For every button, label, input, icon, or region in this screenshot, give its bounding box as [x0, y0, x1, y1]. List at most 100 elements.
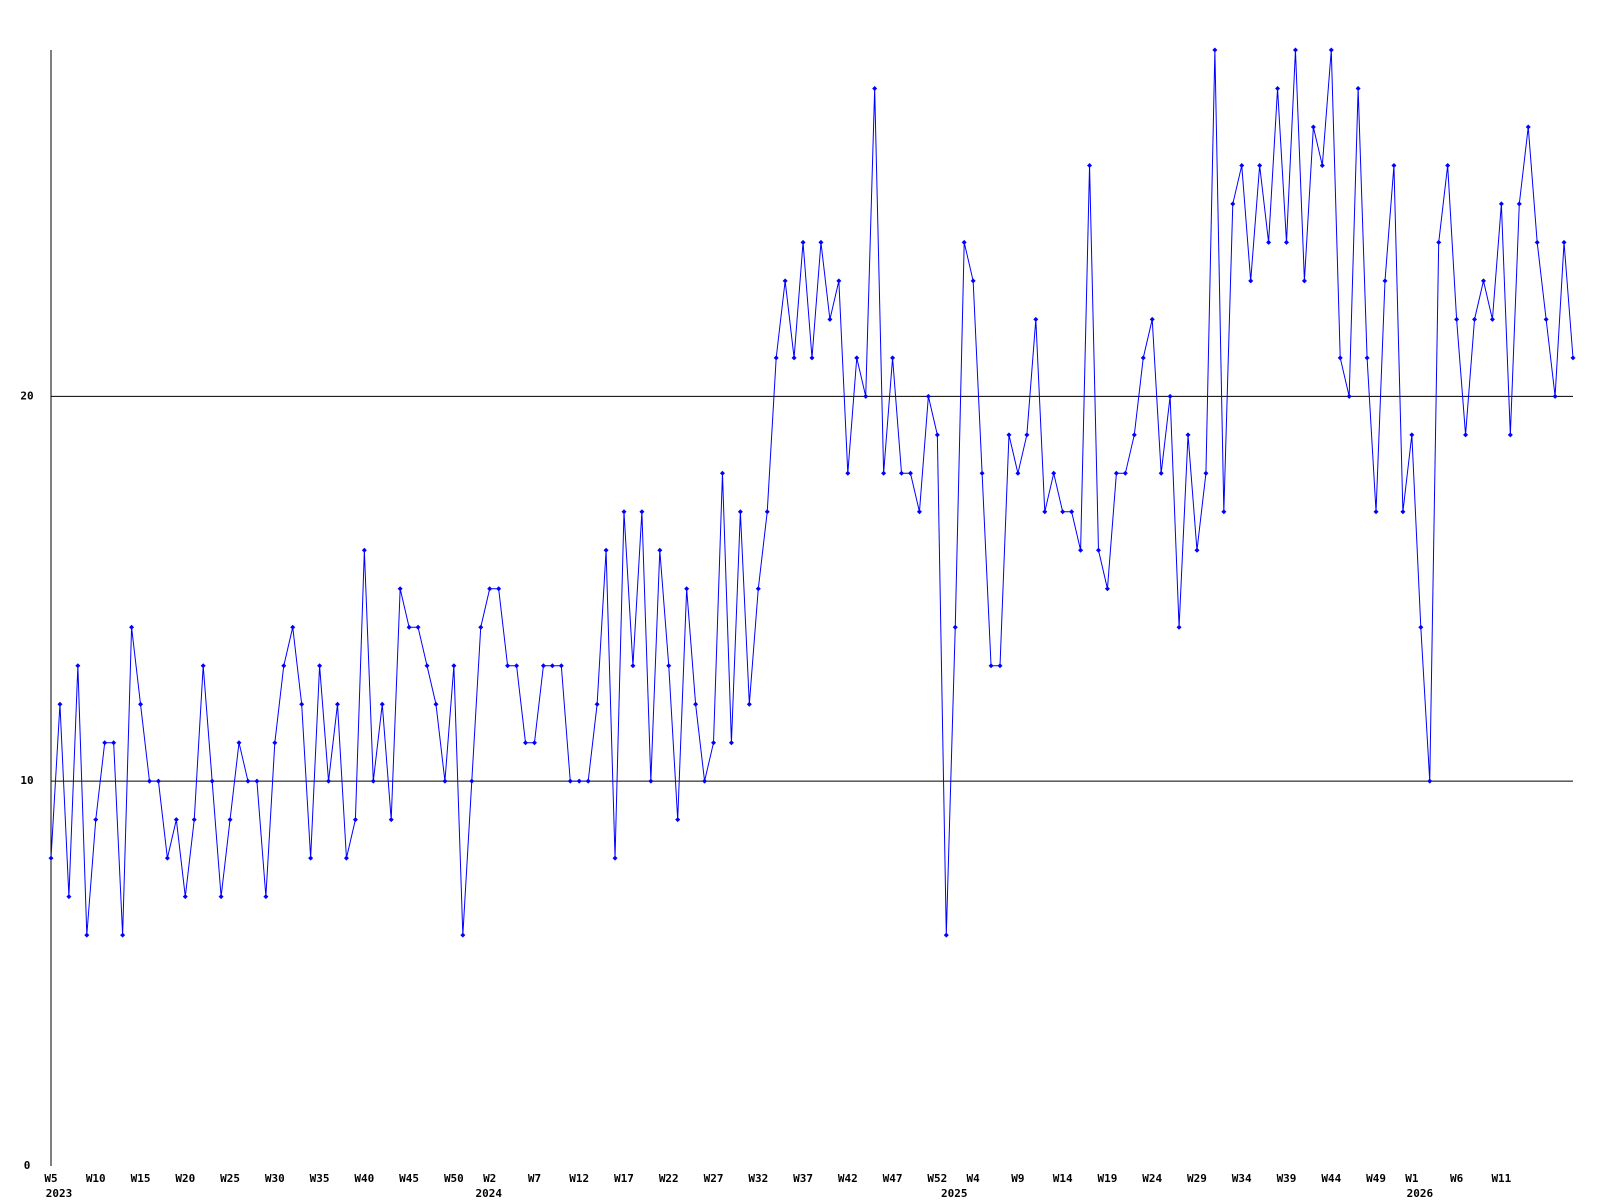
- point-marker: [773, 355, 779, 361]
- point-marker: [451, 663, 457, 669]
- point-marker: [227, 817, 233, 823]
- point-marker: [1087, 162, 1093, 168]
- x-tick-label: W25: [220, 1172, 240, 1185]
- point-marker: [1024, 432, 1030, 438]
- x-tick-label: W39: [1277, 1172, 1297, 1185]
- point-marker: [308, 855, 314, 861]
- point-marker: [182, 894, 188, 900]
- x-year-label: 2025: [941, 1187, 968, 1200]
- point-marker: [1095, 547, 1101, 553]
- point-marker: [737, 509, 743, 515]
- x-tick-label: W9: [1011, 1172, 1024, 1185]
- point-marker: [1534, 239, 1540, 245]
- point-marker: [675, 817, 681, 823]
- point-marker: [415, 624, 421, 630]
- point-marker: [1104, 586, 1110, 592]
- point-marker: [988, 663, 994, 669]
- point-marker: [469, 778, 475, 784]
- point-marker: [146, 778, 152, 784]
- point-marker: [75, 663, 81, 669]
- y-tick-label: 10: [20, 774, 33, 787]
- x-year-label: 2024: [475, 1187, 502, 1200]
- point-marker: [854, 355, 860, 361]
- x-tick-label: W49: [1366, 1172, 1386, 1185]
- point-marker: [970, 278, 976, 284]
- point-marker: [1409, 432, 1415, 438]
- point-marker: [397, 586, 403, 592]
- point-marker: [845, 470, 851, 476]
- point-marker: [1203, 470, 1209, 476]
- point-marker: [496, 586, 502, 592]
- point-marker: [236, 740, 242, 746]
- x-tick-label: W14: [1053, 1172, 1073, 1185]
- point-marker: [684, 586, 690, 592]
- point-marker: [102, 740, 108, 746]
- point-marker: [899, 470, 905, 476]
- point-marker: [281, 663, 287, 669]
- point-marker: [1060, 509, 1066, 515]
- point-marker: [791, 355, 797, 361]
- point-marker: [129, 624, 135, 630]
- point-marker: [1301, 278, 1307, 284]
- point-marker: [863, 393, 869, 399]
- x-tick-label: W32: [748, 1172, 768, 1185]
- point-marker: [290, 624, 296, 630]
- x-tick-label: W27: [704, 1172, 724, 1185]
- point-marker: [433, 701, 439, 707]
- point-marker: [916, 509, 922, 515]
- point-marker: [200, 663, 206, 669]
- point-marker: [1275, 85, 1281, 91]
- x-tick-label: W10: [86, 1172, 106, 1185]
- point-marker: [782, 278, 788, 284]
- point-marker: [639, 509, 645, 515]
- point-marker: [254, 778, 260, 784]
- x-tick-label: W20: [175, 1172, 195, 1185]
- point-marker: [1355, 85, 1361, 91]
- point-marker: [164, 855, 170, 861]
- x-tick-label: W47: [883, 1172, 903, 1185]
- point-marker: [1158, 470, 1164, 476]
- point-marker: [523, 740, 529, 746]
- point-marker: [173, 817, 179, 823]
- point-marker: [540, 663, 546, 669]
- point-marker: [567, 778, 573, 784]
- point-marker: [478, 624, 484, 630]
- point-marker: [1543, 316, 1549, 322]
- point-marker: [576, 778, 582, 784]
- x-tick-label: W22: [659, 1172, 679, 1185]
- x-tick-label: W7: [528, 1172, 541, 1185]
- point-marker: [1552, 393, 1558, 399]
- point-marker: [263, 894, 269, 900]
- x-tick-label: W45: [399, 1172, 419, 1185]
- point-marker: [764, 509, 770, 515]
- point-marker: [424, 663, 430, 669]
- point-marker: [1328, 47, 1334, 53]
- y-tick-label: 20: [20, 389, 33, 402]
- point-marker: [1472, 316, 1478, 322]
- x-tick-label: W44: [1321, 1172, 1341, 1185]
- point-marker: [648, 778, 654, 784]
- x-tick-label: W50: [444, 1172, 464, 1185]
- point-marker: [1364, 355, 1370, 361]
- point-marker: [1248, 278, 1254, 284]
- point-marker: [1122, 470, 1128, 476]
- point-marker: [997, 663, 1003, 669]
- point-marker: [818, 239, 824, 245]
- x-tick-label: W11: [1491, 1172, 1511, 1185]
- point-marker: [827, 316, 833, 322]
- point-marker: [66, 894, 72, 900]
- point-marker: [460, 932, 466, 938]
- x-tick-label: W19: [1098, 1172, 1118, 1185]
- point-marker: [1140, 355, 1146, 361]
- point-marker: [505, 663, 511, 669]
- point-marker: [1445, 162, 1451, 168]
- point-marker: [1131, 432, 1137, 438]
- point-marker: [719, 470, 725, 476]
- point-marker: [388, 817, 394, 823]
- point-marker: [728, 740, 734, 746]
- x-tick-label: W35: [310, 1172, 330, 1185]
- point-marker: [111, 740, 117, 746]
- point-marker: [1069, 509, 1075, 515]
- point-marker: [406, 624, 412, 630]
- point-marker: [1436, 239, 1442, 245]
